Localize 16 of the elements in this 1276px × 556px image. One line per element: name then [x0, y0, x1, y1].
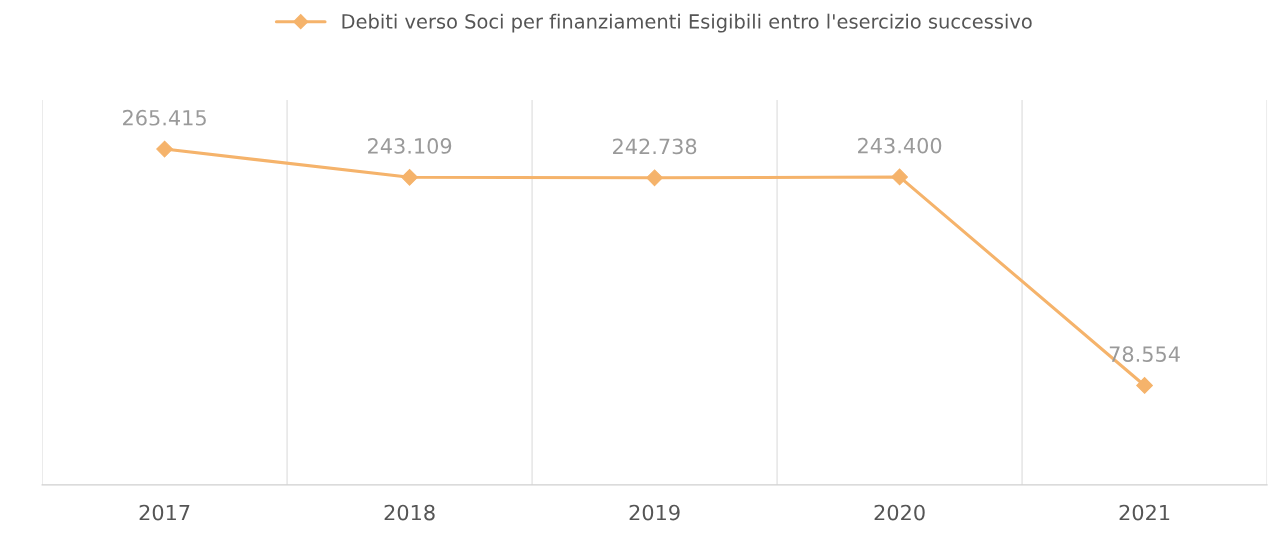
data-label: 243.109 — [368, 138, 452, 154]
legend-label: Debiti verso Soci per finanziamenti Esigibili entro l'esercizio successivo — [342, 13, 1032, 33]
x-tick-label: 2019 — [629, 504, 680, 521]
x-tick-label: 2018 — [384, 504, 435, 521]
point — [891, 168, 908, 186]
data-label: 243.400 — [858, 137, 942, 154]
point — [646, 169, 663, 187]
x-tick-label: 2017 — [139, 504, 190, 521]
x-tick-label: 2021 — [1119, 504, 1170, 521]
point — [1136, 377, 1153, 394]
point — [401, 168, 418, 186]
point — [156, 140, 173, 158]
x-tick-label: 2020 — [874, 504, 925, 521]
data-label: 242.738 — [613, 138, 697, 155]
data-label: 78.554 — [1109, 346, 1180, 362]
data-label: 265.415 — [123, 109, 206, 126]
